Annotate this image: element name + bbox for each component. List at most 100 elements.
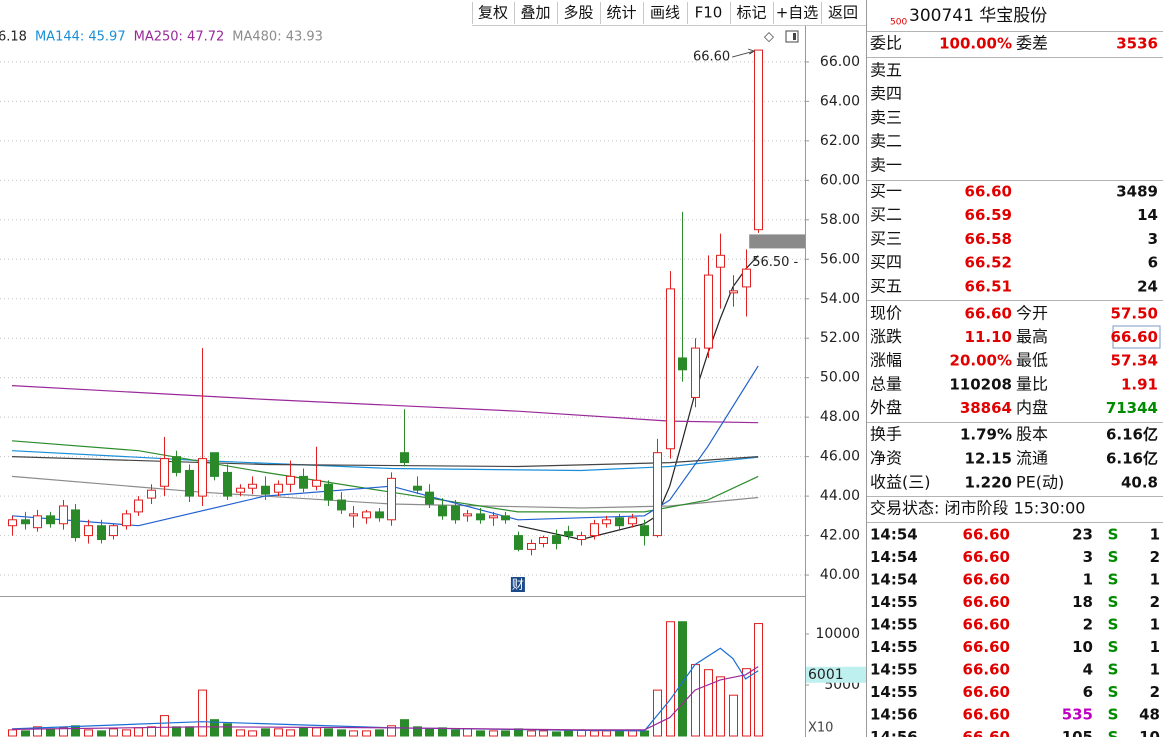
volume-bar (349, 730, 358, 737)
volume-ma-line (11, 666, 759, 731)
toolbar-button[interactable]: 叠加 (520, 4, 550, 22)
toolbar-button[interactable]: F10 (695, 4, 723, 22)
candle-body (261, 485, 270, 495)
buy-level: 买二 (870, 205, 902, 224)
toolbar-button[interactable]: 画线 (650, 4, 680, 22)
buy-price: 66.59 (965, 206, 1012, 224)
trade-time: 14:56 (870, 706, 918, 724)
value: 40.8 (1121, 474, 1158, 492)
toolbar-button[interactable]: 标记 (736, 4, 766, 22)
volume-ma-line (11, 647, 759, 732)
ma-legend: MA480: 43.93 (232, 30, 323, 45)
volume-bar (248, 730, 257, 737)
buy-level: 买五 (870, 276, 902, 295)
ma-legend: MA144: 45.97 (35, 30, 126, 45)
candle-body (349, 513, 358, 517)
volume-bar (653, 689, 662, 737)
window-icon-fill (793, 33, 796, 40)
candle-body (691, 347, 700, 398)
field-label: 外盘 (870, 398, 902, 417)
trade-side: S (1108, 571, 1119, 589)
candle-body (729, 290, 738, 294)
volume-bar (501, 730, 510, 737)
buy-volume: 14 (1137, 206, 1158, 224)
volume-bar (564, 730, 573, 737)
field-label: 收益(三) (870, 473, 931, 492)
candle-body (527, 542, 536, 550)
candle-body (274, 483, 283, 493)
candle-body (463, 513, 472, 517)
value: 110208 (949, 375, 1012, 393)
ma-line (11, 365, 759, 527)
y-tick-label: 56.00 (820, 251, 860, 267)
y-tick-label: 60.00 (820, 172, 860, 188)
candle-body (33, 515, 42, 529)
value: 100.00% (939, 35, 1012, 53)
candle-body (84, 525, 93, 537)
buy-level: 买三 (870, 229, 902, 248)
candle-body (236, 487, 245, 493)
candle-body (666, 288, 675, 450)
volume-bar (754, 623, 763, 737)
toolbar-button[interactable]: 返回 (828, 4, 858, 22)
toolbar-button[interactable]: +自选 (776, 4, 819, 22)
sell-level: 卖四 (870, 84, 902, 103)
toolbar-button[interactable]: 复权 (478, 4, 508, 22)
toolbar-button[interactable]: 多股 (563, 4, 593, 22)
trade-volume: 4 (1083, 661, 1093, 679)
value: 1.79% (960, 426, 1012, 444)
candle-body (425, 491, 434, 505)
volume-bar (274, 728, 283, 737)
field-label: 今开 (1016, 304, 1048, 323)
trade-time: 14:54 (870, 526, 918, 544)
candle-body (514, 535, 523, 550)
window-icon[interactable] (785, 30, 799, 43)
buy-level: 买四 (870, 253, 902, 272)
buy-price: 66.51 (965, 277, 1012, 295)
trade-volume: 10 (1072, 638, 1093, 656)
volume-tick-label: 10000 (815, 626, 860, 642)
volume-bar (387, 725, 396, 737)
volume-bar (729, 694, 738, 737)
candle-body (602, 519, 611, 525)
volume-bar (97, 730, 106, 737)
diamond-icon[interactable]: ◇ (764, 30, 774, 45)
buy-price: 66.60 (965, 183, 1012, 201)
value: 66.60 (1111, 328, 1158, 346)
candle-body (476, 513, 485, 521)
event-marker[interactable]: 财 (512, 578, 524, 592)
candle-body (248, 483, 257, 489)
y-tick-label: 54.00 (820, 291, 860, 307)
toolbar-button[interactable]: 统计 (606, 4, 636, 22)
candle-body (413, 485, 422, 491)
candle-body (653, 452, 662, 537)
volume-bar (704, 669, 713, 737)
candle-body (210, 452, 219, 477)
trade-count: 2 (1150, 593, 1160, 611)
buy-volume: 6 (1148, 254, 1158, 272)
candle-body (362, 511, 371, 519)
volume-bar (552, 731, 561, 737)
y-tick-label: 42.00 (820, 528, 860, 544)
y-tick-label: 44.00 (820, 488, 860, 504)
y-tick-label: 62.00 (820, 133, 860, 149)
y-tick-label: 46.00 (820, 449, 860, 465)
volume-bar (261, 728, 270, 737)
volume-bar (147, 726, 156, 737)
volume-bar (122, 729, 131, 737)
volume-bar (337, 729, 346, 737)
trade-count: 1 (1150, 571, 1160, 589)
value: 11.10 (965, 328, 1012, 346)
field-label: 量比 (1016, 374, 1048, 393)
ma-line (517, 255, 759, 541)
trade-price: 66.60 (963, 706, 1010, 724)
trade-volume: 1 (1083, 571, 1093, 589)
candle-body (147, 489, 156, 499)
value: 57.50 (1111, 305, 1158, 323)
candle-body (46, 515, 55, 525)
field-label: 总量 (870, 374, 902, 393)
value: 71344 (1106, 399, 1158, 417)
sell-level: 卖二 (870, 132, 902, 151)
candle-body (21, 519, 30, 525)
highlight-box (1112, 325, 1161, 349)
